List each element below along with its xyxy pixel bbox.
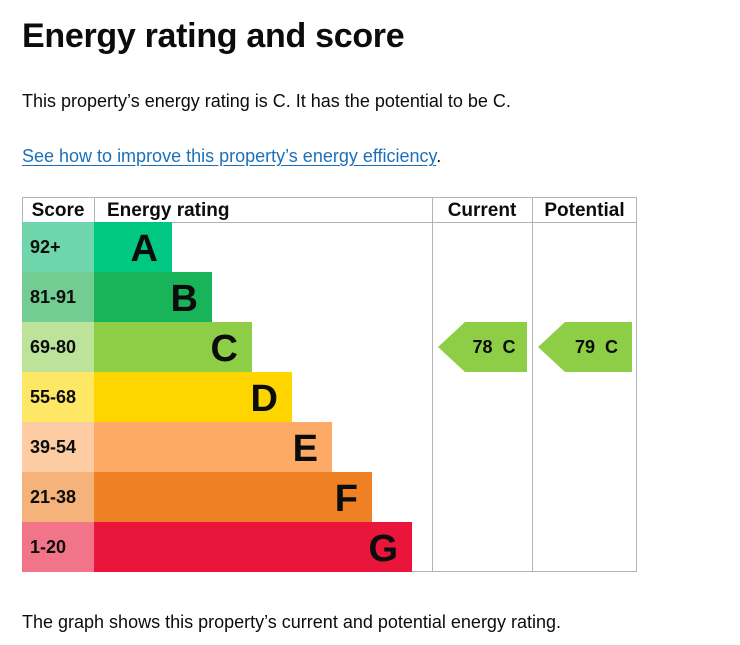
rating-bar-c bbox=[94, 322, 252, 372]
rating-letter-a: A bbox=[131, 228, 158, 270]
header-current: Current bbox=[448, 200, 517, 221]
header-score: Score bbox=[32, 200, 85, 221]
rating-bar-f bbox=[94, 472, 372, 522]
rating-bar-b bbox=[94, 272, 212, 322]
current-rating-label: 78 C bbox=[472, 337, 515, 357]
score-label-e: 39-54 bbox=[30, 437, 76, 457]
score-cell-c bbox=[22, 322, 94, 372]
potential-arrow bbox=[538, 322, 632, 372]
rating-letter-d: D bbox=[251, 378, 278, 420]
rating-letter-f: F bbox=[335, 478, 358, 520]
rating-bar-g bbox=[94, 522, 412, 572]
score-label-b: 81-91 bbox=[30, 287, 76, 307]
rating-summary: This property’s energy rating is C. It h… bbox=[22, 91, 511, 111]
rating-letter-e: E bbox=[293, 428, 318, 470]
score-cell-a bbox=[22, 222, 94, 272]
score-label-c: 69-80 bbox=[30, 337, 76, 357]
score-label-f: 21-38 bbox=[30, 487, 76, 507]
score-cell-e bbox=[22, 422, 94, 472]
score-cell-f bbox=[22, 472, 94, 522]
potential-rating-label: 79 C bbox=[575, 337, 618, 357]
page-title: Energy rating and score bbox=[22, 17, 405, 55]
score-cell-g bbox=[22, 522, 94, 572]
score-label-a: 92+ bbox=[30, 237, 61, 257]
rating-bar-e bbox=[94, 422, 332, 472]
rating-bar-a bbox=[94, 222, 172, 272]
rating-letter-g: G bbox=[368, 528, 398, 570]
score-cell-b bbox=[22, 272, 94, 322]
rating-bar-d bbox=[94, 372, 292, 422]
graph-caption: The graph shows this property’s current … bbox=[22, 612, 561, 632]
improve-efficiency-link[interactable]: See how to improve this property’s energ… bbox=[22, 146, 437, 166]
score-label-g: 1-20 bbox=[30, 537, 66, 557]
rating-letter-c: C bbox=[211, 328, 238, 370]
improve-line: See how to improve this property’s energ… bbox=[22, 145, 441, 167]
header-potential: Potential bbox=[544, 200, 624, 221]
header-energy-rating: Energy rating bbox=[107, 200, 229, 221]
rating-letter-b: B bbox=[171, 278, 198, 320]
score-cell-d bbox=[22, 372, 94, 422]
improve-link-suffix: . bbox=[436, 146, 442, 166]
current-arrow bbox=[438, 322, 527, 372]
score-label-d: 55-68 bbox=[30, 387, 76, 407]
